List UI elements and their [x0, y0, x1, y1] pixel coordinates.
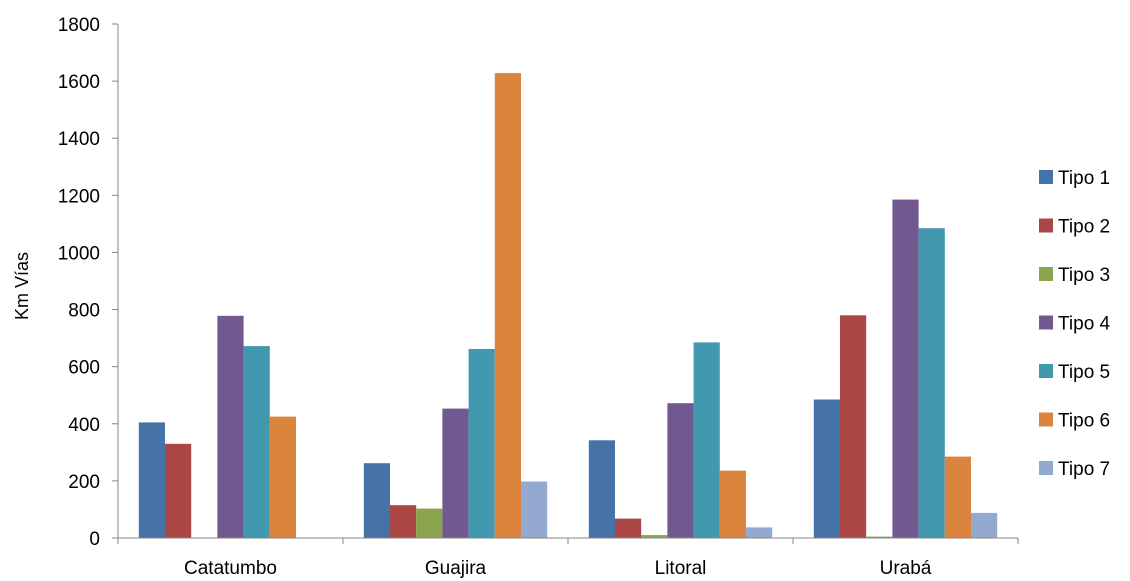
- axes: [117, 24, 1019, 544]
- legend-label: Tipo 6: [1058, 411, 1110, 432]
- legend-label: Tipo 5: [1058, 362, 1110, 383]
- bar: [641, 535, 668, 538]
- legend-swatch: [1039, 364, 1053, 378]
- legend-label: Tipo 4: [1058, 314, 1111, 335]
- y-tick-label: 800: [68, 301, 100, 322]
- bars: [138, 73, 998, 538]
- bar: [813, 399, 840, 538]
- legend-label: Tipo 2: [1058, 217, 1110, 238]
- bar: [243, 346, 270, 538]
- y-tick-label: 200: [68, 472, 100, 493]
- bar: [165, 443, 192, 538]
- x-category-label: Litoral: [655, 558, 707, 579]
- legend-swatch: [1039, 461, 1053, 475]
- x-axis-category-labels: Catatumbo Guajira Litoral Urabá: [184, 558, 932, 579]
- x-category-label: Catatumbo: [184, 558, 277, 579]
- bar: [416, 508, 443, 538]
- y-tick-label: 1600: [58, 72, 100, 93]
- legend-swatch: [1039, 412, 1053, 427]
- legend-label: Tipo 7: [1058, 459, 1110, 480]
- y-tick-label: 1200: [58, 186, 100, 207]
- y-tick-label: 1800: [58, 15, 100, 36]
- y-tick-label: 0: [89, 529, 100, 550]
- bar: [390, 505, 417, 538]
- x-category-label: Guajira: [425, 558, 487, 579]
- bar: [667, 403, 694, 538]
- bar: [918, 228, 945, 538]
- bar: [719, 470, 746, 538]
- bar: [746, 527, 773, 538]
- bar: [866, 536, 893, 538]
- y-tick-label: 400: [68, 415, 100, 436]
- bar: [217, 315, 244, 538]
- y-axis-title: Km Vías: [12, 252, 32, 320]
- y-axis-title-group: Km Vías: [12, 252, 32, 320]
- y-tick-label: 1400: [58, 129, 100, 150]
- legend-label: Tipo 1: [1058, 168, 1110, 189]
- bar: [269, 416, 296, 538]
- bar: [494, 73, 521, 538]
- legend-swatch: [1039, 267, 1053, 281]
- y-axis-ticks: 0 200 400 600 800 1000 1200 1400 1600 1800: [58, 15, 118, 550]
- bar: [615, 518, 642, 538]
- bar: [468, 349, 495, 538]
- x-category-label: Urabá: [880, 558, 932, 579]
- legend-swatch: [1039, 170, 1053, 184]
- bar: [138, 422, 165, 538]
- bar: [693, 342, 720, 538]
- bar: [944, 456, 971, 538]
- y-tick-label: 600: [68, 358, 100, 379]
- bar: [363, 463, 390, 538]
- legend-label: Tipo 3: [1058, 265, 1110, 286]
- legend-swatch: [1039, 315, 1053, 330]
- bar: [840, 315, 867, 538]
- legend-swatch: [1039, 218, 1053, 233]
- bar: [442, 408, 469, 538]
- bar: [971, 512, 998, 538]
- bar: [521, 481, 548, 538]
- bar: [892, 199, 919, 538]
- legend: Tipo 1 Tipo 2 Tipo 3 Tipo 4 Tipo 5 Tipo 6 Tipo…: [1039, 168, 1111, 480]
- bar: [588, 440, 615, 538]
- y-tick-label: 1000: [58, 243, 100, 264]
